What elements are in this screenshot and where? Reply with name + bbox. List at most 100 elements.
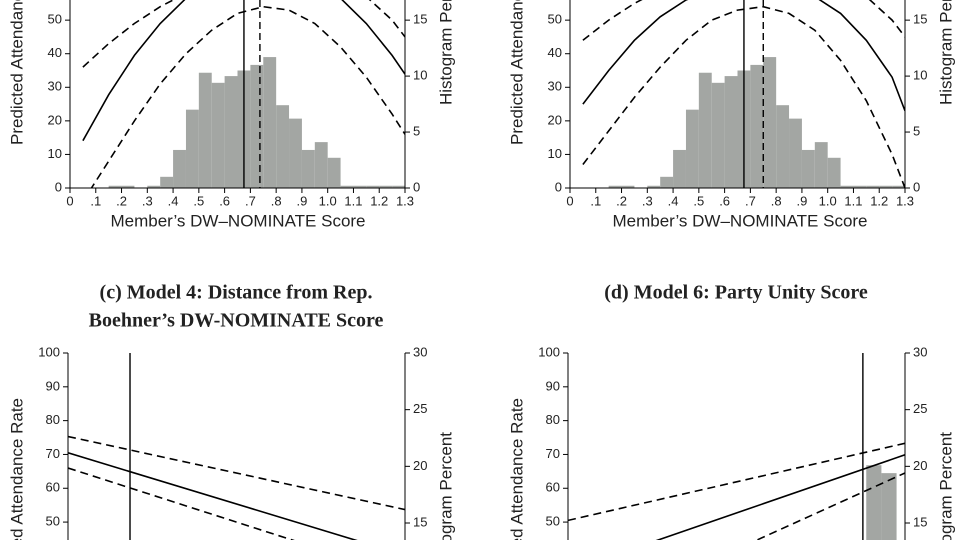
y-axis-title: Predicted Attendance Rate (507, 0, 526, 145)
histogram-bar (121, 185, 135, 188)
histogram-bar (185, 109, 199, 188)
histogram-bar (289, 118, 302, 188)
y2-tick-label: 15 (913, 12, 927, 27)
x-tick-label: 0 (66, 193, 73, 208)
y-tick-label: 20 (48, 112, 62, 127)
y-axis-title: Predicted Attendance Rate (7, 0, 26, 145)
x-tick-label: .7 (245, 193, 256, 208)
y-tick-label: 40 (48, 45, 62, 60)
series-line (68, 435, 405, 511)
y-tick-label: 80 (46, 412, 60, 427)
x-tick-label: .9 (797, 193, 808, 208)
y2-tick-label: 30 (913, 344, 927, 359)
series-line (655, 454, 905, 540)
x-tick-label: .3 (142, 193, 153, 208)
y-tick-label: 90 (46, 378, 60, 393)
y-tick-label: 10 (548, 146, 562, 161)
histogram-bar (276, 105, 290, 188)
x-tick-label: 1.1 (844, 193, 862, 208)
series-line (755, 472, 905, 540)
histogram-bar (263, 57, 277, 188)
y-tick-label: 0 (555, 179, 562, 194)
y-tick-label: 100 (538, 344, 560, 359)
y-tick-label: 50 (48, 12, 62, 27)
histogram-bar (647, 185, 661, 188)
histogram-bar (750, 64, 764, 188)
histogram-bar (866, 185, 880, 188)
panel-title: Boehner’s DW-NOMINATE Score (89, 310, 384, 332)
histogram-bar (160, 176, 174, 188)
y-tick-label: 80 (546, 412, 560, 427)
y-axis-title: Predicted Attendance Rate (7, 398, 26, 540)
y-tick-label: 70 (46, 446, 60, 461)
histogram-bar (776, 105, 790, 188)
y2-axis-title: Histogram Percent (436, 0, 455, 105)
y2-axis-title: Histogram Percent (436, 432, 455, 540)
histogram-bar (392, 185, 405, 188)
y2-axis-title: Histogram Percent (936, 0, 955, 105)
series-line (68, 452, 358, 540)
histogram-bar (379, 185, 393, 188)
x-tick-label: 1.1 (344, 193, 362, 208)
x-tick-label: .7 (745, 193, 756, 208)
y2-axis-title: Histogram Percent (936, 432, 955, 540)
panel-title: (c) Model 4: Distance from Rep. (100, 282, 373, 304)
histogram-bar (698, 72, 712, 188)
y-tick-label: 90 (546, 378, 560, 393)
y2-tick-label: 20 (413, 458, 427, 473)
x-tick-label: 1.2 (370, 193, 388, 208)
series-line (82, 0, 405, 68)
histogram-bar (827, 157, 841, 188)
y2-tick-label: 25 (413, 401, 427, 416)
x-tick-label: .2 (616, 193, 627, 208)
y-tick-label: 60 (46, 480, 60, 495)
histogram-bar (711, 82, 725, 188)
series-line (68, 467, 295, 540)
x-tick-label: .4 (168, 193, 179, 208)
histogram-bar (147, 185, 161, 188)
histogram-bar (198, 72, 212, 188)
x-tick-label: 1.3 (896, 193, 914, 208)
y2-tick-label: 5 (413, 123, 420, 138)
y2-tick-label: 15 (413, 12, 427, 27)
y-tick-label: 20 (548, 112, 562, 127)
x-tick-label: .6 (719, 193, 730, 208)
x-tick-label: 1.2 (870, 193, 888, 208)
histogram-bar (621, 185, 635, 188)
x-tick-label: .1 (90, 193, 101, 208)
histogram-bar (724, 76, 738, 188)
histogram-bar (608, 185, 622, 188)
histogram-bar (314, 142, 328, 188)
histogram-bar (340, 185, 354, 188)
y-tick-label: 0 (55, 179, 62, 194)
histogram-bar (814, 142, 828, 188)
histogram-bar (789, 118, 802, 188)
x-tick-label: 1.3 (396, 193, 414, 208)
histogram-bar (366, 185, 380, 188)
histogram-bar (353, 185, 367, 188)
y2-tick-label: 20 (913, 458, 927, 473)
histogram-bar (879, 185, 893, 188)
x-tick-label: .5 (693, 193, 704, 208)
x-tick-label: .2 (116, 193, 127, 208)
y2-tick-label: 10 (413, 68, 427, 83)
histogram-bar (892, 185, 905, 188)
x-tick-label: 1.0 (819, 193, 837, 208)
y2-tick-label: 0 (913, 179, 920, 194)
panel-title: (d) Model 6: Party Unity Score (604, 282, 868, 304)
series-line (90, 5, 405, 188)
x-tick-label: .9 (297, 193, 308, 208)
y2-tick-label: 15 (413, 514, 427, 529)
x-axis-title: Member’s DW–NOMINATE Score (612, 211, 867, 230)
series-line (582, 0, 905, 112)
histogram-bar (327, 157, 341, 188)
histogram-bar (881, 473, 897, 540)
series-line (582, 0, 905, 41)
y2-tick-label: 0 (413, 179, 420, 194)
y2-tick-label: 10 (913, 68, 927, 83)
histogram-bar (211, 82, 225, 188)
y-tick-label: 50 (546, 514, 560, 529)
histogram-bar (224, 76, 238, 188)
y2-tick-label: 5 (913, 123, 920, 138)
